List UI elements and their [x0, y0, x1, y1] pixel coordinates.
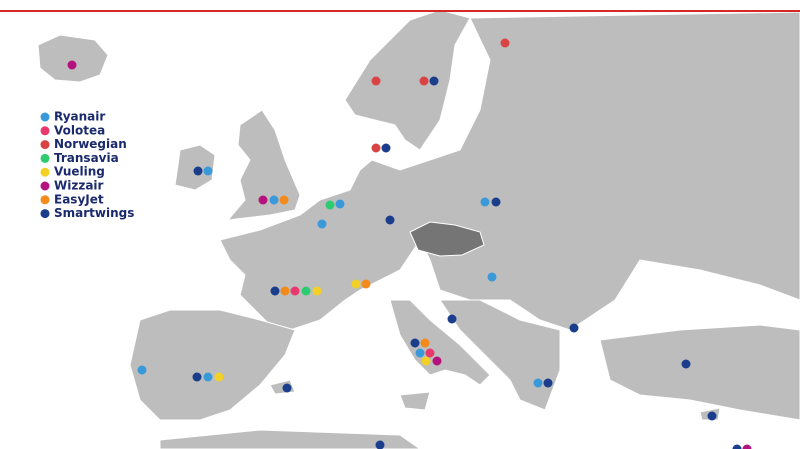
airline-dot [385, 215, 395, 225]
legend: RyanairVoloteaNorwegianTransaviaVuelingW… [40, 110, 134, 220]
airline-dot [270, 286, 280, 296]
sicily [399, 391, 431, 411]
legend-marker [40, 209, 50, 219]
airline-dot [420, 338, 430, 348]
legend-label: Transavia [54, 151, 119, 165]
airline-dot [432, 356, 442, 366]
airline-dot [361, 279, 371, 289]
airline-dot [419, 76, 429, 86]
britain [226, 109, 301, 221]
ireland [174, 144, 216, 191]
czechia [409, 221, 485, 257]
airline-dot [67, 60, 77, 70]
airline-dot [533, 378, 543, 388]
legend-marker [40, 153, 50, 163]
africa [159, 429, 421, 449]
legend-marker [40, 140, 50, 150]
airline-dot [193, 166, 203, 176]
airline-dot [569, 323, 579, 333]
balkans [439, 299, 561, 411]
scandinavia [344, 9, 471, 151]
airline-dot [301, 286, 311, 296]
airline-dot [335, 199, 345, 209]
airline-dot [415, 348, 425, 358]
top-line [0, 10, 800, 12]
airline-dot [279, 195, 289, 205]
airline-dot [203, 372, 213, 382]
airline-dot [290, 286, 300, 296]
legend-label: EasyJet [54, 192, 104, 206]
airline-dots [67, 38, 752, 449]
airline-dot [447, 314, 457, 324]
airline-dot [425, 348, 435, 358]
airline-dot [429, 76, 439, 86]
legend-label: Vueling [54, 165, 105, 179]
airline-dot [371, 76, 381, 86]
airline-dot [375, 440, 385, 449]
airline-dot [491, 197, 501, 207]
airline-dot [137, 365, 147, 375]
legend-label: Wizzair [54, 179, 104, 193]
airline-dot [214, 372, 224, 382]
iceland [37, 34, 109, 83]
airline-dot [325, 200, 335, 210]
airline-dot [707, 411, 717, 421]
legend-marker [40, 112, 50, 122]
airline-dot [280, 286, 290, 296]
legend-marker [40, 167, 50, 177]
airline-dot [203, 166, 213, 176]
airline-dot [681, 359, 691, 369]
legend-label: Ryanair [54, 110, 105, 124]
airline-dot [312, 286, 322, 296]
airline-dot [282, 383, 292, 393]
legend-label: Norwegian [54, 137, 127, 151]
airline-dot [371, 143, 381, 153]
legend-label: Volotea [54, 123, 105, 137]
airline-dot [351, 279, 361, 289]
legend-label: Smartwings [54, 206, 134, 220]
land [37, 9, 800, 449]
airline-dot [421, 356, 431, 366]
airline-dot [543, 378, 553, 388]
airline-dot [381, 143, 391, 153]
iberia [129, 309, 296, 421]
airline-dot [500, 38, 510, 48]
airline-dot [192, 372, 202, 382]
legend-marker [40, 181, 50, 191]
airline-dot [258, 195, 268, 205]
airline-dot [487, 272, 497, 282]
airline-dot [269, 195, 279, 205]
legend-marker [40, 195, 50, 205]
airline-dot [317, 219, 327, 229]
airline-dot [742, 444, 752, 449]
airline-dot [732, 444, 742, 449]
turkey [599, 324, 800, 421]
legend-marker [40, 126, 50, 136]
airline-dot [410, 338, 420, 348]
italy [389, 299, 491, 386]
airline-dot [480, 197, 490, 207]
